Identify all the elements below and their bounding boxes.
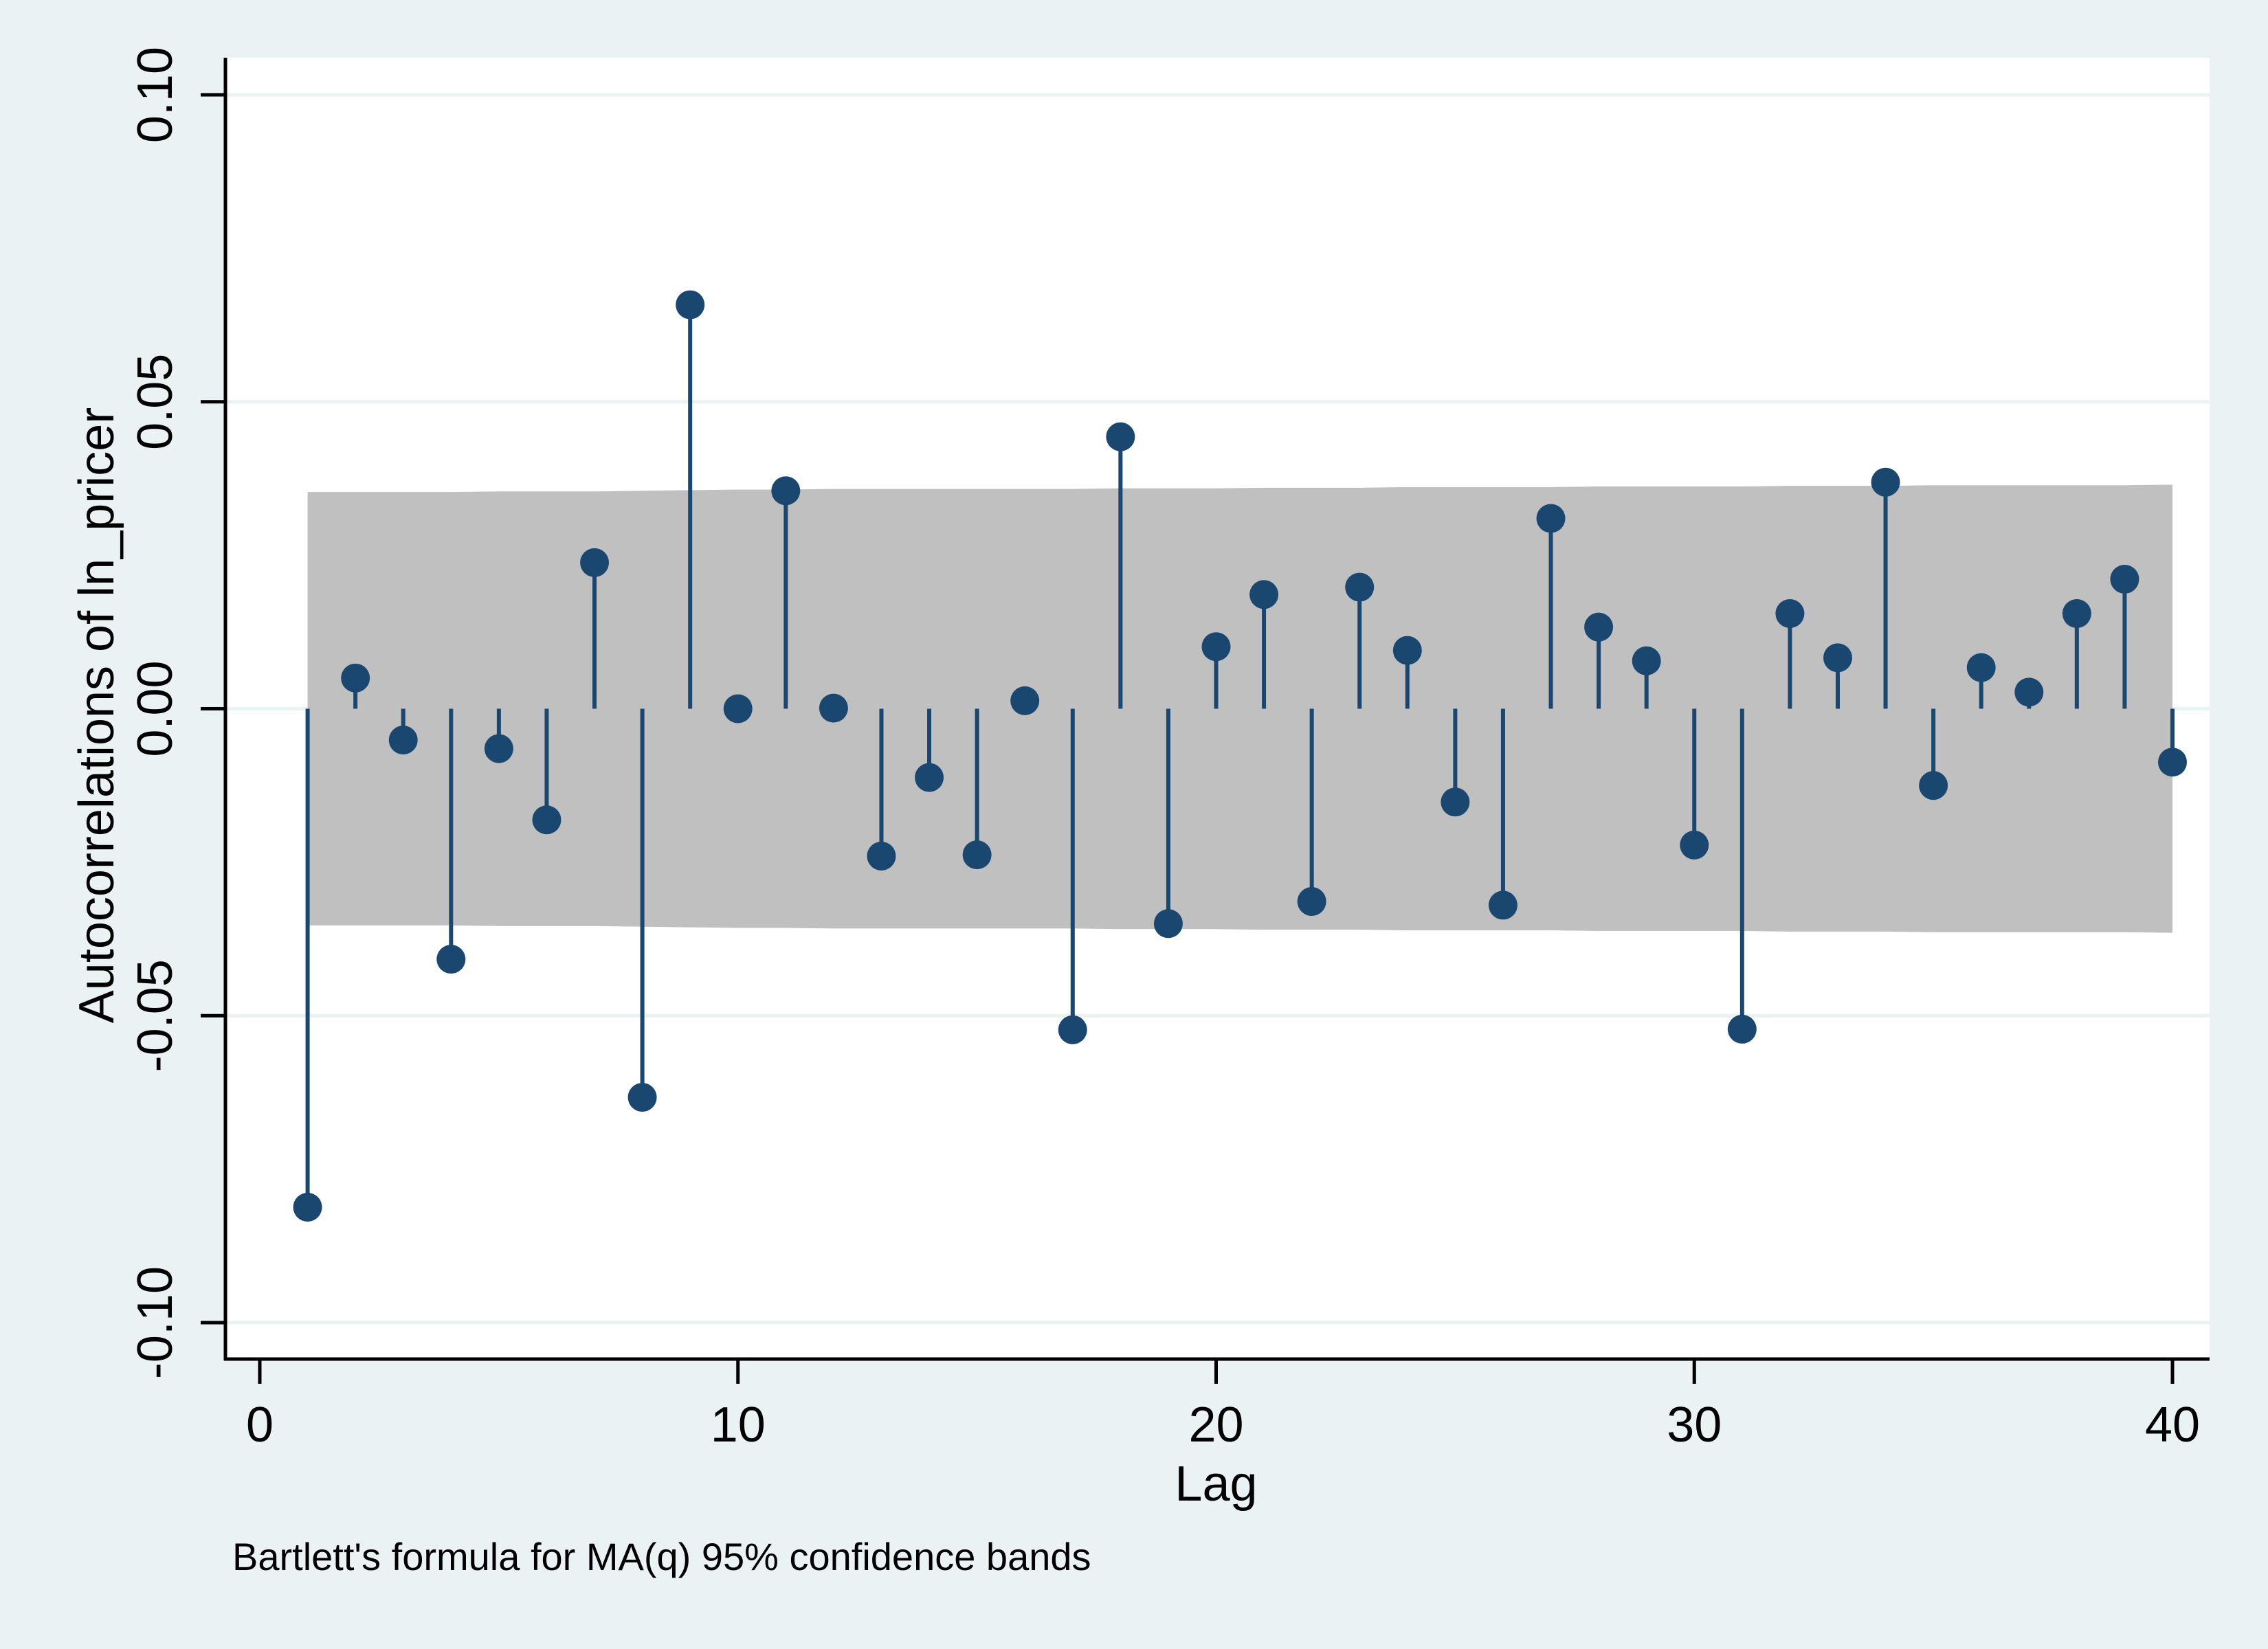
y-tick-label-2: 0.00 (128, 660, 183, 756)
marker-lag-6 (532, 805, 562, 835)
marker-lag-34 (1871, 467, 1900, 497)
marker-lag-13 (867, 841, 896, 871)
x-tick-label-2: 20 (1188, 1398, 1243, 1452)
y-tick-label-3: 0.05 (128, 354, 183, 450)
marker-lag-15 (962, 840, 992, 870)
marker-lag-39 (2110, 564, 2139, 594)
marker-lag-2 (341, 663, 370, 693)
marker-lag-35 (1919, 771, 1948, 800)
markers (293, 290, 2187, 1222)
marker-lag-30 (1680, 830, 1709, 860)
marker-lag-8 (627, 1083, 657, 1112)
marker-lag-32 (1775, 599, 1805, 629)
axes (201, 58, 2210, 1384)
marker-lag-10 (723, 694, 753, 723)
x-axis-label: Lag (1175, 1457, 1257, 1512)
marker-lag-4 (436, 945, 466, 974)
y-axis-label: Autocorrelations of ln_pricer (69, 407, 124, 1023)
x-tick-label-3: 30 (1667, 1398, 1722, 1452)
marker-lag-5 (484, 734, 513, 763)
x-tick-label-4: 40 (2145, 1398, 2200, 1452)
marker-lag-16 (1010, 686, 1040, 715)
y-tick-label-4: 0.10 (128, 47, 183, 143)
marker-lag-29 (1632, 646, 1661, 675)
marker-lag-40 (2158, 748, 2187, 777)
confidence-band (307, 484, 2173, 933)
x-tick-label-0: 0 (246, 1398, 274, 1452)
chart-note: Bartlett's formula for MA(q) 95% confide… (232, 1535, 1091, 1578)
marker-lag-18 (1106, 422, 1135, 451)
marker-lag-20 (1201, 632, 1231, 662)
marker-lag-38 (2062, 599, 2091, 629)
marker-lag-17 (1058, 1015, 1087, 1044)
marker-lag-37 (2014, 677, 2044, 707)
x-tick-labels: 0 10 20 30 40 (246, 1398, 2200, 1452)
marker-lag-19 (1153, 909, 1183, 939)
marker-lag-12 (819, 693, 848, 723)
y-tick-labels: -0.10 -0.05 0.00 0.05 0.10 (128, 47, 183, 1379)
marker-lag-9 (676, 290, 705, 319)
marker-lag-23 (1345, 572, 1375, 602)
marker-lag-22 (1297, 887, 1326, 917)
marker-lag-28 (1584, 612, 1614, 642)
marker-lag-33 (1823, 643, 1852, 673)
marker-lag-31 (1727, 1014, 1757, 1044)
marker-lag-7 (580, 548, 610, 577)
marker-lag-14 (915, 763, 944, 792)
marker-lag-21 (1249, 580, 1279, 609)
y-tick-label-0: -0.10 (128, 1266, 183, 1379)
x-tick-label-1: 10 (711, 1398, 766, 1452)
marker-lag-1 (293, 1193, 322, 1222)
marker-lag-36 (1966, 653, 1996, 682)
marker-lag-3 (388, 726, 418, 755)
stems (305, 304, 2175, 1208)
marker-lag-27 (1536, 504, 1566, 533)
y-tick-label-1: -0.05 (128, 959, 183, 1072)
marker-lag-26 (1488, 890, 1517, 920)
marker-lag-24 (1392, 636, 1422, 665)
marker-lag-25 (1441, 787, 1470, 817)
marker-lag-11 (771, 476, 801, 506)
